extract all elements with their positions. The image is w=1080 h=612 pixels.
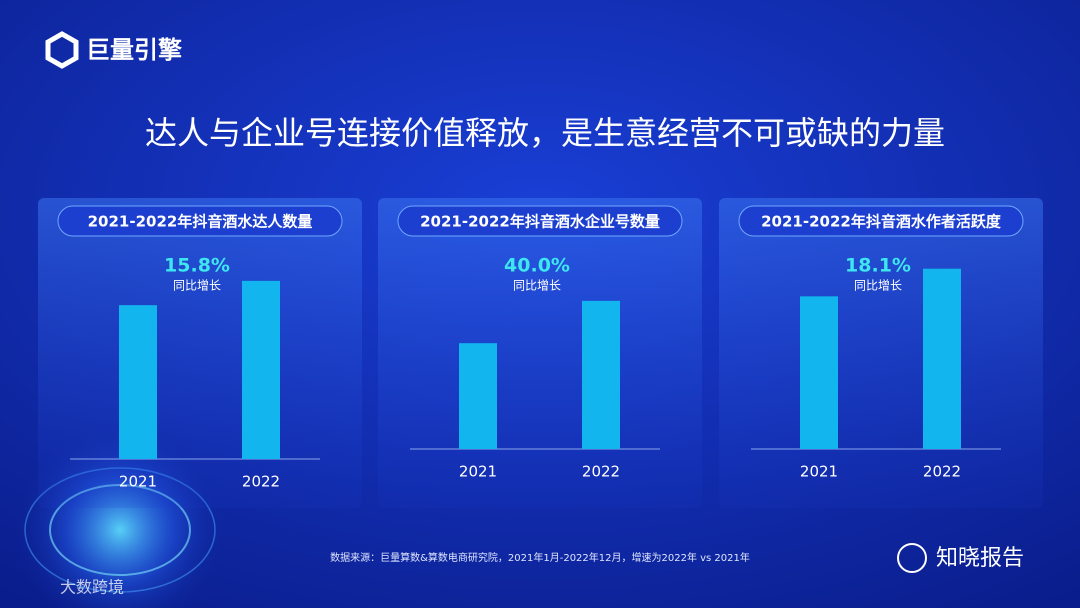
panel-header: [57, 205, 343, 237]
panel-title: 2021-2022年抖音酒水达人数量: [88, 213, 313, 231]
panel-header: [738, 205, 1024, 237]
bar: [800, 296, 838, 449]
panel-title: 2021-2022年抖音酒水作者活跃度: [761, 213, 1002, 231]
panel: [38, 198, 362, 508]
x-tick-label: 2021: [459, 463, 497, 481]
x-tick-label: 2021: [800, 463, 838, 481]
panel: [378, 198, 702, 508]
x-tick-label: 2022: [923, 463, 961, 481]
wechat-icon: [897, 543, 927, 573]
growth-value: 18.1%: [845, 255, 911, 277]
bar: [459, 343, 497, 449]
panel-title: 2021-2022年抖音酒水企业号数量: [420, 213, 660, 231]
bar: [923, 268, 961, 449]
bar: [242, 280, 280, 459]
growth-value: 40.0%: [504, 255, 570, 277]
growth-value: 15.8%: [164, 255, 230, 277]
x-tick-label: 2022: [582, 463, 620, 481]
panel-header: [397, 205, 683, 237]
watermark: 大数跨境: [60, 578, 124, 597]
slide-title: 达人与企业号连接价值释放，是生意经营不可或缺的力量: [145, 114, 945, 152]
x-tick-label: 2022: [242, 473, 280, 491]
growth-note: 同比增长: [173, 279, 221, 293]
panel: [719, 198, 1043, 508]
bar: [119, 305, 157, 459]
brand: 知晓报告: [936, 546, 1024, 571]
logo-text: 巨量引擎: [86, 36, 182, 64]
growth-note: 同比增长: [513, 279, 561, 293]
x-tick-label: 2021: [119, 473, 157, 491]
bar: [582, 300, 620, 449]
source-note: 数据来源：巨量算数&算数电商研究院，2021年1月-2022年12月，增速为20…: [330, 551, 750, 564]
logo-icon: [45, 31, 79, 69]
growth-note: 同比增长: [854, 279, 902, 293]
